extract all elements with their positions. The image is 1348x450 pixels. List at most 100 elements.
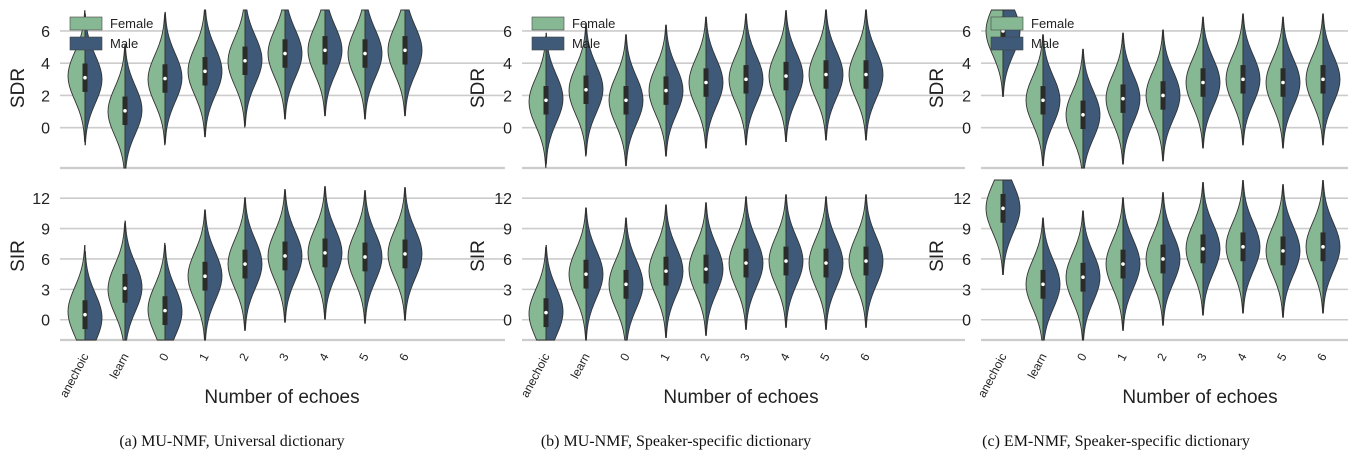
x-tick-label: 0 [1074,351,1090,364]
x-tick-label: 5 [817,351,833,364]
median-point [1241,77,1245,82]
violin-male [204,9,223,138]
median-point [403,252,407,256]
violin-female [985,9,1004,97]
median-point [744,261,748,265]
violin-female [307,9,326,117]
panel-c: SDR SIR Number of echoes (c) EM-NMF, Spe… [927,9,1348,450]
y-tick-label: 4 [503,56,512,73]
y-tick-label: 0 [503,313,512,330]
x-tick-label: learn [107,351,132,381]
median-point [1161,93,1165,98]
median-point [664,269,668,273]
x-tick-label: 6 [1314,351,1330,364]
x-tick-label: 1 [657,351,673,364]
violin-female [768,194,787,328]
panel-b-sdr-ylabel: SDR [468,68,489,108]
median-point [1041,98,1045,103]
y-tick-label: 2 [41,88,50,105]
y-tick-label: 2 [962,88,971,105]
violin-female [1025,34,1044,167]
legend-label-male: Male [110,36,138,51]
violin-male [1162,192,1181,326]
violin-female [1065,48,1084,169]
violin-female [985,179,1004,276]
y-tick-label: 6 [41,24,50,41]
violin-female [608,217,627,341]
y-tick-label: 9 [962,222,971,239]
violin-female [187,209,206,341]
median-point [83,312,87,317]
panel-0-row-0: 0 2 4 6 [41,9,505,170]
violin-male [1242,180,1261,314]
median-point [784,74,788,78]
panel-c-sdr-ylabel: SDR [927,68,948,108]
y-tick-label: 6 [503,24,512,41]
y-tick-label: 0 [962,313,971,330]
median-point [1121,96,1125,101]
x-tick-label: 4 [1234,351,1250,364]
x-tick-label: 2 [1154,351,1170,364]
legend-swatch-male [531,36,565,51]
median-point [1281,249,1285,253]
median-point [624,98,628,103]
median-point [283,254,287,258]
median-point [864,72,868,77]
violin-male [585,23,604,155]
violin-female [227,197,246,331]
violin-female [67,244,86,341]
median-point [1281,80,1285,85]
median-point [83,75,87,80]
median-point [123,108,127,113]
legend-label-male: Male [1031,36,1059,51]
violin-female [1305,13,1324,146]
median-point [243,262,247,266]
violin-male [324,186,343,320]
violin-male [785,10,804,142]
panel-c-xlabel: Number of echoes [1122,387,1277,408]
median-point [123,286,127,291]
violin-male [665,24,684,157]
y-tick-label: 6 [962,24,971,41]
violin-female [387,187,406,321]
violin-male [1322,13,1341,146]
violin-male [545,32,564,165]
violin-male [1042,217,1061,341]
median-point [744,77,748,82]
x-tick-label: 1 [1114,351,1130,364]
y-tick-label: 4 [41,56,50,73]
violin-male [1122,32,1141,165]
y-tick-label: 6 [503,252,512,269]
violin-female [107,45,126,169]
violin-female [728,196,747,330]
panel-b: SDR SIR Number of echoes (b) MU-NMF, Spe… [468,9,965,450]
violin-female [1145,29,1164,162]
violin-male [1042,34,1061,167]
x-tick-label: 2 [697,351,713,364]
median-point [1201,247,1205,251]
median-point [363,51,367,56]
median-point [664,88,668,93]
violin-female [1065,210,1084,341]
violin-male [545,244,564,341]
violin-male [164,11,183,144]
median-point [1321,77,1325,82]
y-tick-label: 3 [962,282,971,299]
violin-female [848,9,867,141]
panel-a: SDR SIR Number of echoes (a) MU-NMF, Uni… [8,9,505,450]
x-tick-label: 5 [356,351,372,364]
violin-female [187,9,206,138]
legend: Female Male [990,16,1074,51]
x-tick-label: 6 [857,351,873,364]
x-tick-label: 1 [196,351,212,364]
violin-female [387,9,406,117]
panel-c-sir-ylabel: SIR [927,240,948,272]
x-tick-label: anechoic [518,351,553,400]
y-tick-label: 9 [41,222,50,239]
legend-swatch-female [69,16,103,31]
violin-female [1225,180,1244,314]
panel-b-caption: (b) MU-NMF, Speaker-specific dictionary [541,433,811,450]
panel-a-sdr-ylabel: SDR [8,68,29,108]
violin-female [307,186,326,320]
violin-male [745,13,764,146]
